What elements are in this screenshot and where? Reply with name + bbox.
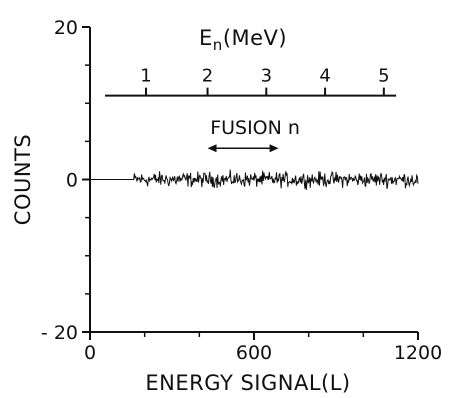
plot-area: 20 0 - 20 0 600 1200 1 2 3 4 5 FUSION n xyxy=(41,17,442,364)
fusion-arrow-head-left xyxy=(207,144,217,153)
x-tick-label: 0 xyxy=(84,342,96,364)
y-tick-label: - 20 xyxy=(41,322,78,344)
secondary-axis-title-unit: (MeV) xyxy=(223,26,287,50)
secondary-axis-title-main: E xyxy=(199,26,213,50)
y-axis-label: COUNTS xyxy=(11,134,35,225)
x-ticks: 0 600 1200 xyxy=(84,332,442,364)
x-axis-label: ENERGY SIGNAL(L) xyxy=(145,371,350,395)
secondary-tick-label: 5 xyxy=(378,66,389,87)
secondary-tick-label: 4 xyxy=(319,66,330,87)
fusion-arrow-head-right xyxy=(269,144,279,153)
x-tick-label: 1200 xyxy=(394,342,442,364)
y-tick-label: 20 xyxy=(54,17,78,39)
y-tick-label: 0 xyxy=(66,170,78,192)
fusion-annotation: FUSION n xyxy=(207,117,300,153)
secondary-axis-title-sub: n xyxy=(213,36,223,54)
series-group xyxy=(90,169,419,190)
secondary-tick-label: 1 xyxy=(140,66,151,87)
series-line xyxy=(90,169,419,190)
secondary-tick-label: 2 xyxy=(202,66,213,87)
secondary-energy-axis: 1 2 3 4 5 xyxy=(105,66,397,97)
y-ticks: 20 0 - 20 xyxy=(41,17,90,344)
secondary-tick-label: 3 xyxy=(261,66,272,87)
fusion-label: FUSION n xyxy=(210,117,300,139)
x-tick-label: 600 xyxy=(236,342,272,364)
secondary-axis-title: En(MeV) xyxy=(199,26,287,54)
